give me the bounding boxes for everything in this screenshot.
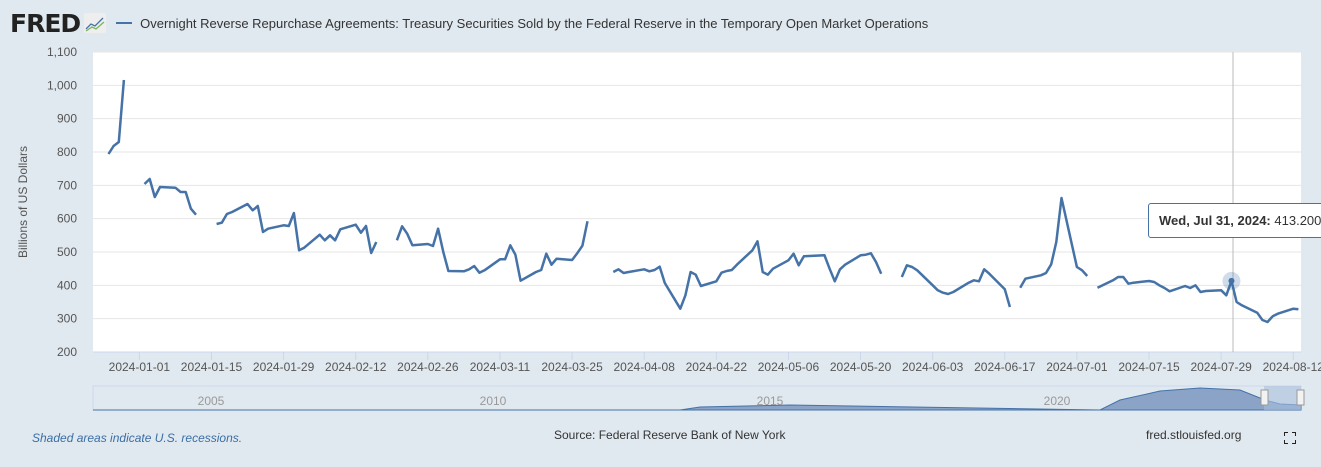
x-tick-label: 2024-07-15	[1118, 360, 1180, 374]
x-tick-label: 2024-04-08	[614, 360, 676, 374]
y-tick-label: 1,100	[47, 45, 77, 59]
site-link[interactable]: fred.stlouisfed.org	[1146, 428, 1242, 442]
recession-note[interactable]: Shaded areas indicate U.S. recessions.	[32, 431, 243, 445]
navigator-label: 2010	[480, 394, 507, 408]
hover-point[interactable]	[1228, 277, 1235, 284]
x-tick-label: 2024-07-29	[1190, 360, 1252, 374]
x-tick-label: 2024-05-06	[758, 360, 820, 374]
y-tick-label: 900	[57, 112, 77, 126]
y-tick-label: 200	[57, 345, 77, 359]
navigator-label: 2020	[1044, 394, 1071, 408]
legend-line-marker	[116, 22, 133, 24]
x-tick-label: 2024-08-12	[1263, 360, 1321, 374]
navigator-handle[interactable]	[1296, 389, 1305, 406]
x-tick-label: 2024-01-01	[109, 360, 171, 374]
y-tick-label: 600	[57, 212, 77, 226]
x-tick-label: 2024-05-20	[830, 360, 892, 374]
x-tick-label: 2024-06-03	[902, 360, 964, 374]
navigator-handle[interactable]	[1260, 389, 1269, 406]
x-tick-label: 2024-02-26	[397, 360, 459, 374]
fred-logo[interactable]: FRED	[10, 8, 81, 38]
y-tick-label: 300	[57, 312, 77, 326]
y-tick-label: 500	[57, 245, 77, 259]
y-tick-label: 800	[57, 145, 77, 159]
navigator-label: 2005	[198, 394, 225, 408]
source-note: Source: Federal Reserve Bank of New York	[554, 428, 786, 442]
x-tick-label: 2024-06-17	[974, 360, 1036, 374]
x-tick-label: 2024-07-01	[1046, 360, 1108, 374]
tooltip-value: 413.200	[1274, 213, 1321, 228]
navigator[interactable]	[92, 385, 1302, 411]
x-tick-label: 2024-03-11	[470, 360, 531, 374]
x-tick-label: 2024-01-29	[253, 360, 315, 374]
fred-graph-icon	[84, 13, 107, 33]
x-tick-label: 2024-04-22	[686, 360, 748, 374]
x-tick-label: 2024-02-12	[325, 360, 387, 374]
navigator-label: 2015	[757, 394, 784, 408]
y-tick-label: 400	[57, 278, 77, 292]
y-axis-label: Billions of US Dollars	[16, 146, 30, 258]
x-tick-label: 2024-01-15	[181, 360, 243, 374]
tooltip: Wed, Jul 31, 2024: 413.200	[1148, 203, 1321, 238]
tooltip-date: Wed, Jul 31, 2024:	[1159, 213, 1271, 228]
y-tick-label: 700	[57, 178, 77, 192]
y-tick-label: 1,000	[47, 78, 77, 92]
chart-header: FRED Overnight Reverse Repurchase Agreem…	[10, 8, 928, 38]
fullscreen-icon[interactable]	[1284, 432, 1296, 444]
plot-area	[93, 52, 1301, 352]
legend-series-title[interactable]: Overnight Reverse Repurchase Agreements:…	[140, 15, 929, 31]
navigator-selection[interactable]	[1264, 386, 1301, 410]
x-tick-label: 2024-03-25	[541, 360, 603, 374]
series-line[interactable]	[107, 79, 1299, 324]
